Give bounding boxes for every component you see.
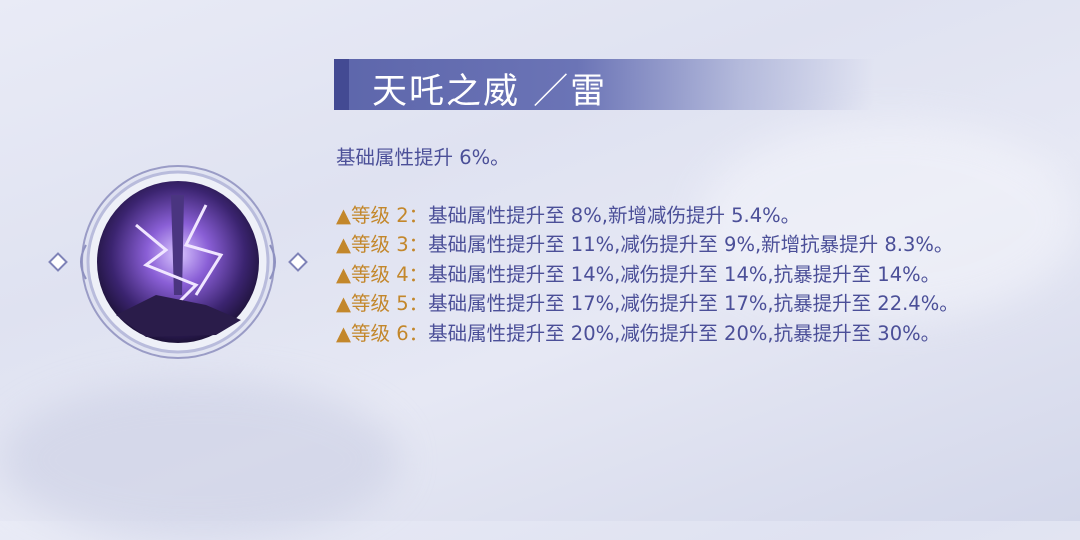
level-3-effect: ▲等级 3：基础属性提升至 11%,减伤提升至 9%,新增抗暴提升 8.3%。: [336, 230, 1008, 260]
level-text: 基础属性提升至 20%,减伤提升至 20%,抗暴提升至 30%。: [428, 321, 941, 345]
level-label: ▲等级 4：: [336, 262, 429, 286]
level-4-effect: ▲等级 4：基础属性提升至 14%,减伤提升至 14%,抗暴提升至 14%。: [336, 260, 1008, 290]
level-text: 基础属性提升至 17%,减伤提升至 17%,抗暴提升至 22.4%。: [428, 292, 959, 315]
level-text: 基础属性提升至 14%,减伤提升至 14%,抗暴提升至 14%。: [428, 262, 941, 286]
level-label: ▲等级 2：: [336, 203, 429, 227]
background-cloud: [0, 380, 400, 540]
level-label: ▲等级 5：: [336, 292, 429, 315]
level-label: ▲等级 6：: [336, 321, 429, 345]
base-effect: 基础属性提升 6%。: [336, 146, 510, 169]
level-label: ▲等级 3：: [336, 233, 429, 256]
skill-title: 天吒之威 ／雷: [372, 72, 608, 112]
level-6-effect: ▲等级 6：基础属性提升至 20%,减伤提升至 20%,抗暴提升至 30%。: [336, 319, 1008, 349]
level-2-effect: ▲等级 2：基础属性提升至 8%,新增减伤提升 5.4%。: [336, 201, 1008, 231]
level-text: 基础属性提升至 8%,新增减伤提升 5.4%。: [428, 203, 801, 227]
level-5-effect: ▲等级 5：基础属性提升至 17%,减伤提升至 17%,抗暴提升至 22.4%。: [336, 289, 1008, 319]
skill-description: 基础属性提升 6%。 ▲等级 2：基础属性提升至 8%,新增减伤提升 5.4%。…: [336, 143, 1008, 348]
title-accent-stripe: [334, 59, 349, 110]
level-text: 基础属性提升至 11%,减伤提升至 9%,新增抗暴提升 8.3%。: [428, 233, 954, 256]
lightning-sword-skill-icon: [46, 145, 314, 381]
skill-title-bar: 天吒之威 ／雷: [334, 59, 874, 112]
background-cloud: [700, 120, 1080, 320]
